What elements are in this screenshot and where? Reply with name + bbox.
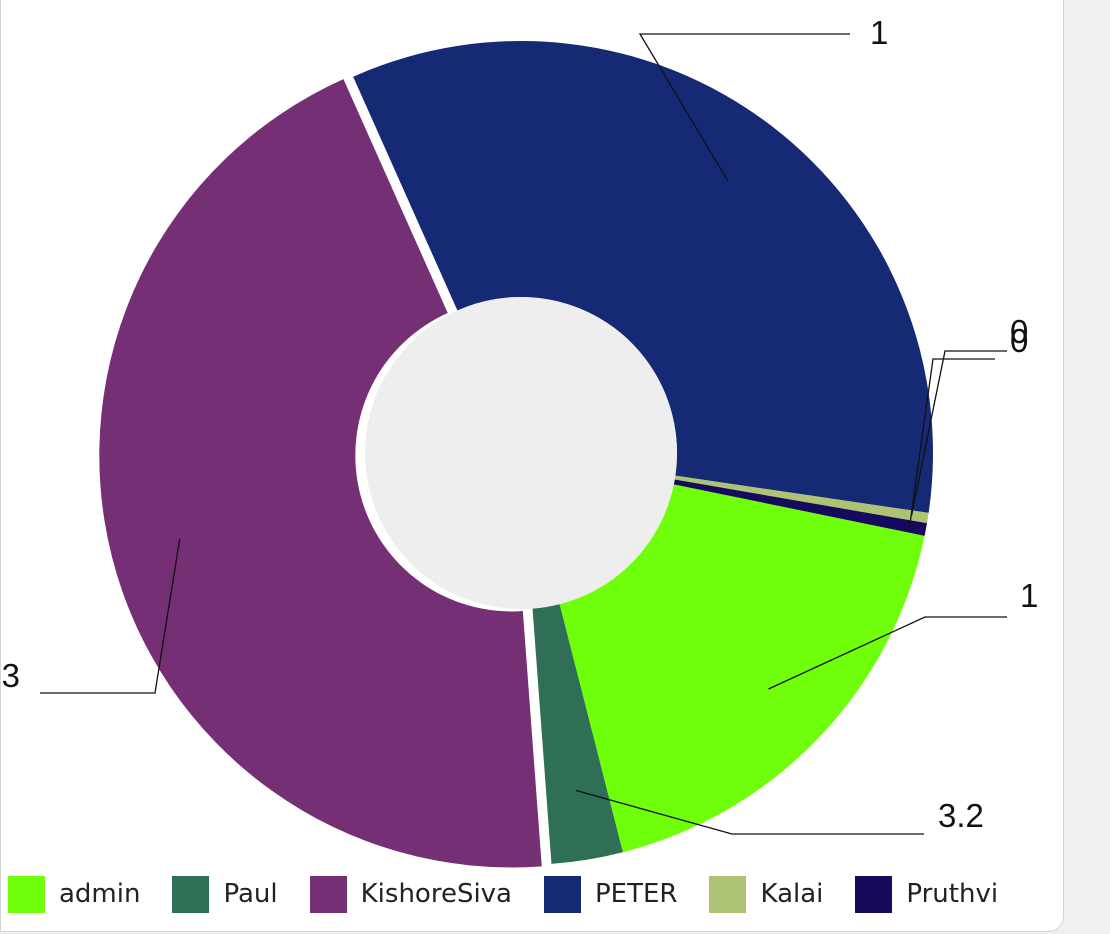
- legend-item-kalai[interactable]: Kalai: [709, 875, 824, 913]
- slice-paul[interactable]: [532, 604, 623, 864]
- right-rail: [1066, 0, 1110, 934]
- slice-kalai[interactable]: [674, 475, 929, 524]
- slice-peter[interactable]: [353, 40, 934, 513]
- legend-item-kishoresiva[interactable]: KishoreSiva: [309, 875, 512, 913]
- legend-item-peter[interactable]: PETER: [544, 875, 678, 913]
- legend-label: Pruthvi: [906, 879, 999, 909]
- leader-line-peter: [638, 33, 850, 181]
- slice-admin[interactable]: [559, 484, 925, 853]
- legend-item-pruthvi[interactable]: Pruthvi: [855, 875, 999, 913]
- leader-line-kishoresiva: [40, 538, 181, 694]
- leader-line-kalai: [910, 350, 1007, 516]
- data-label-kishoresiva: 3: [2, 657, 20, 694]
- legend-label: PETER: [595, 879, 678, 909]
- slice-kishoresiva[interactable]: [99, 79, 542, 868]
- slice-pruthvi[interactable]: [673, 479, 927, 536]
- legend-item-admin[interactable]: admin: [8, 875, 141, 913]
- data-label-peter: 1: [870, 14, 888, 51]
- leader-line-paul: [575, 789, 924, 835]
- legend-swatch: [544, 875, 581, 913]
- leader-line-pruthvi: [908, 358, 995, 527]
- legend-label: Kalai: [760, 879, 824, 909]
- legend-item-paul[interactable]: Paul: [172, 875, 278, 913]
- legend-swatch: [8, 875, 45, 913]
- leader-line-admin: [768, 616, 1007, 690]
- legend-swatch: [172, 875, 210, 913]
- legend-swatch: [309, 875, 347, 913]
- data-label-admin: 1: [1020, 577, 1038, 614]
- legend-swatch: [855, 875, 893, 913]
- legend-label: KishoreSiva: [360, 879, 512, 909]
- legend-label: admin: [59, 879, 141, 909]
- donut-hole: [365, 297, 677, 609]
- legend-swatch: [709, 875, 747, 913]
- data-label-pruthvi: 0: [1010, 322, 1028, 359]
- chart-legend: admin Paul KishoreSiva PETER Kalai Pruth…: [8, 874, 1030, 914]
- data-label-kalai: 0: [1010, 313, 1028, 350]
- legend-label: Paul: [223, 879, 278, 909]
- data-label-paul: 3.2: [938, 797, 984, 834]
